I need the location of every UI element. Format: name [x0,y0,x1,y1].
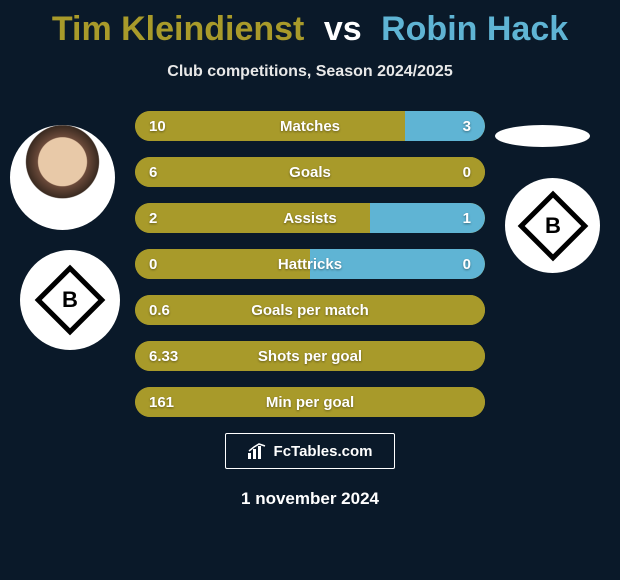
stat-bar: 00Hattricks [135,249,485,279]
branding-box: FcTables.com [225,433,395,469]
stat-bar: 0.6Goals per match [135,295,485,325]
club-diamond-icon: B [517,190,588,261]
stat-label: Assists [135,203,485,233]
vs-text: vs [324,10,362,48]
stat-label: Goals per match [135,295,485,325]
stat-label: Shots per goal [135,341,485,371]
stat-bar: 6.33Shots per goal [135,341,485,371]
player1-avatar [10,125,115,230]
club-letter: B [62,287,78,313]
stat-bar: 60Goals [135,157,485,187]
chart-icon [248,443,268,459]
player1-club-badge: B [20,250,120,350]
date-text: 1 november 2024 [0,489,620,509]
stat-label: Goals [135,157,485,187]
stat-label: Matches [135,111,485,141]
subtitle: Club competitions, Season 2024/2025 [0,63,620,81]
stat-bar: 21Assists [135,203,485,233]
stats-bars: 103Matches 60Goals 21Assists 00Hattricks 0.6… [135,111,485,417]
stat-bar: 103Matches [135,111,485,141]
comparison-title: Tim Kleindienst vs Robin Hack [0,0,620,49]
club-letter: B [545,212,561,238]
player2-club-badge: B [505,178,600,273]
player1-name: Tim Kleindienst [52,10,305,48]
stat-bar: 161Min per goal [135,387,485,417]
branding-text: FcTables.com [274,443,373,460]
club-diamond-icon: B [35,265,106,336]
player2-name: Robin Hack [381,10,568,48]
stat-label: Min per goal [135,387,485,417]
player2-avatar [495,125,590,147]
stat-label: Hattricks [135,249,485,279]
